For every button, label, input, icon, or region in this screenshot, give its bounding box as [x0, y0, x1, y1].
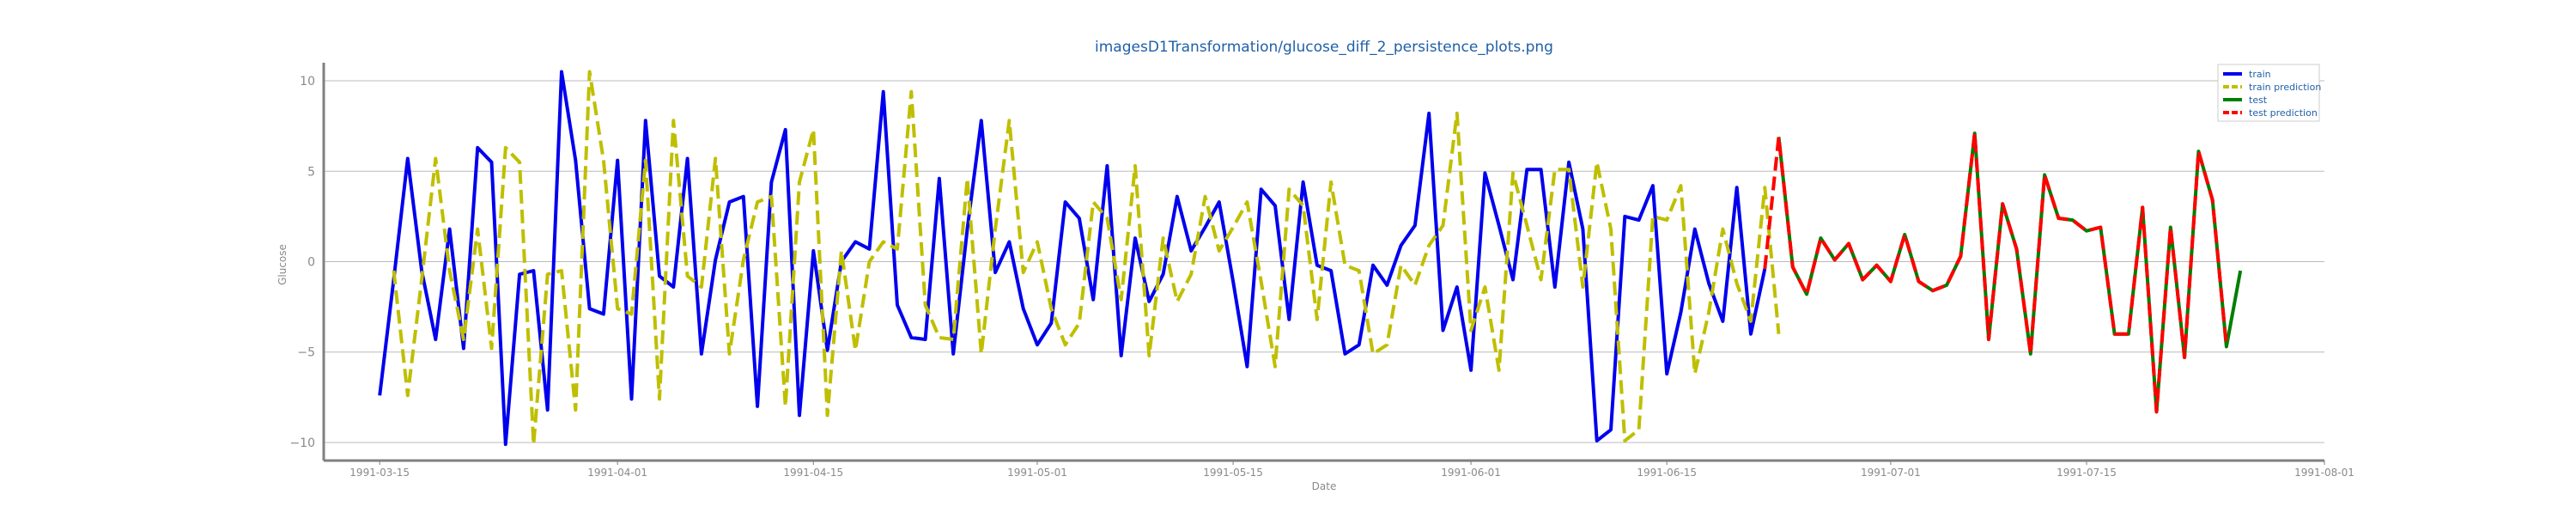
legend-label: train prediction — [2249, 82, 2321, 93]
x-tick-label: 1991-04-01 — [587, 467, 647, 479]
series-lines — [378, 70, 2243, 447]
series-line-train-prediction — [392, 70, 1781, 447]
x-tick-label: 1991-07-15 — [2057, 467, 2117, 479]
x-tick-label: 1991-06-15 — [1637, 467, 1697, 479]
x-tick-label: 1991-07-01 — [1861, 467, 1921, 479]
series-line-test — [1777, 131, 2243, 414]
series-line-test-prediction — [1763, 131, 2228, 414]
y-tick-label: 0 — [307, 256, 315, 270]
x-tick-label: 1991-04-15 — [783, 467, 843, 479]
x-tick-label: 1991-03-15 — [349, 467, 410, 479]
series-line-train — [378, 70, 1767, 447]
x-tick-label: 1991-06-01 — [1441, 467, 1501, 479]
tick-labels: −10 −5 0 5 10 1991-03-15 1991-04-01 1991-04-15 1… — [289, 75, 2354, 479]
x-axis-label: Date — [1312, 480, 1337, 492]
legend-label: test prediction — [2249, 107, 2318, 119]
y-tick-label: 5 — [307, 165, 315, 179]
x-tick-label: 1991-05-01 — [1007, 467, 1067, 479]
axes — [322, 63, 2324, 462]
legend-label: test — [2249, 95, 2268, 106]
y-tick-label: 10 — [300, 75, 315, 89]
chart-title: imagesD1Transformation/glucose_diff_2_pe… — [1095, 39, 1553, 56]
x-tick-label: 1991-05-15 — [1203, 467, 1263, 479]
y-tick-label: −10 — [289, 437, 315, 450]
legend-label: train — [2249, 69, 2271, 80]
y-axis-label: Glucose — [276, 244, 289, 285]
y-tick-label: −5 — [297, 346, 315, 360]
x-tick-label: 1991-08-01 — [2294, 467, 2354, 479]
